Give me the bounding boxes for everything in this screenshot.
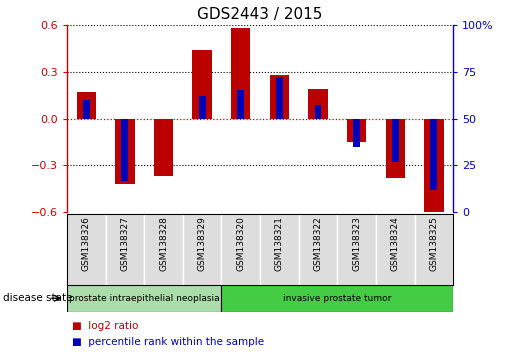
Text: GSM138326: GSM138326 (82, 216, 91, 271)
Text: GSM138329: GSM138329 (198, 216, 207, 271)
Text: GSM138325: GSM138325 (430, 216, 438, 271)
Text: GSM138324: GSM138324 (391, 216, 400, 271)
Title: GDS2443 / 2015: GDS2443 / 2015 (197, 7, 323, 22)
Text: prostate intraepithelial neoplasia: prostate intraepithelial neoplasia (69, 294, 219, 303)
Bar (376, 214, 415, 285)
Bar (337, 214, 376, 285)
Bar (199, 96, 205, 119)
Bar (431, 119, 437, 190)
Bar (299, 214, 337, 285)
Bar (193, 50, 212, 119)
Bar (270, 75, 289, 119)
Bar (106, 214, 144, 285)
Text: disease state: disease state (3, 293, 72, 303)
Text: GSM138328: GSM138328 (159, 216, 168, 271)
Bar (415, 214, 453, 285)
Bar (353, 119, 360, 147)
Bar (67, 285, 221, 312)
Bar (386, 119, 405, 178)
Bar (183, 214, 221, 285)
Bar (115, 119, 134, 184)
Bar (221, 285, 453, 312)
Bar (308, 89, 328, 119)
Bar (144, 214, 183, 285)
Bar (276, 77, 283, 119)
Text: ■  log2 ratio: ■ log2 ratio (72, 321, 139, 331)
Bar (424, 119, 443, 216)
Text: ■  percentile rank within the sample: ■ percentile rank within the sample (72, 337, 264, 347)
Bar (77, 92, 96, 119)
Bar (315, 105, 321, 119)
Bar (122, 119, 128, 181)
Bar (67, 214, 106, 285)
Bar (221, 214, 260, 285)
Text: invasive prostate tumor: invasive prostate tumor (283, 294, 391, 303)
Bar (347, 119, 366, 142)
Text: GSM138323: GSM138323 (352, 216, 361, 271)
Text: GSM138320: GSM138320 (236, 216, 245, 271)
Text: GSM138321: GSM138321 (275, 216, 284, 271)
Bar (392, 119, 399, 162)
Text: GSM138322: GSM138322 (314, 216, 322, 271)
Bar (154, 119, 173, 176)
Bar (237, 90, 244, 119)
Bar (231, 28, 250, 119)
Text: GSM138327: GSM138327 (121, 216, 129, 271)
Bar (83, 100, 90, 119)
Bar (260, 214, 299, 285)
